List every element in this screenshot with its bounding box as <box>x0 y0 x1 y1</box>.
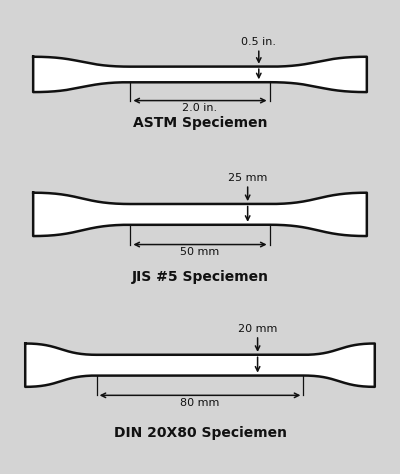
Polygon shape <box>33 193 367 236</box>
Text: 25 mm: 25 mm <box>228 173 267 183</box>
Text: 20 mm: 20 mm <box>238 324 277 334</box>
Text: ASTM Speciemen: ASTM Speciemen <box>133 116 267 130</box>
Text: 80 mm: 80 mm <box>180 398 220 408</box>
Text: 50 mm: 50 mm <box>180 247 220 257</box>
Text: 2.0 in.: 2.0 in. <box>182 103 218 113</box>
Polygon shape <box>33 57 367 92</box>
Text: 0.5 in.: 0.5 in. <box>241 37 276 47</box>
Text: JIS #5 Speciemen: JIS #5 Speciemen <box>132 270 268 284</box>
Polygon shape <box>25 344 375 387</box>
Text: DIN 20X80 Speciemen: DIN 20X80 Speciemen <box>114 427 286 440</box>
